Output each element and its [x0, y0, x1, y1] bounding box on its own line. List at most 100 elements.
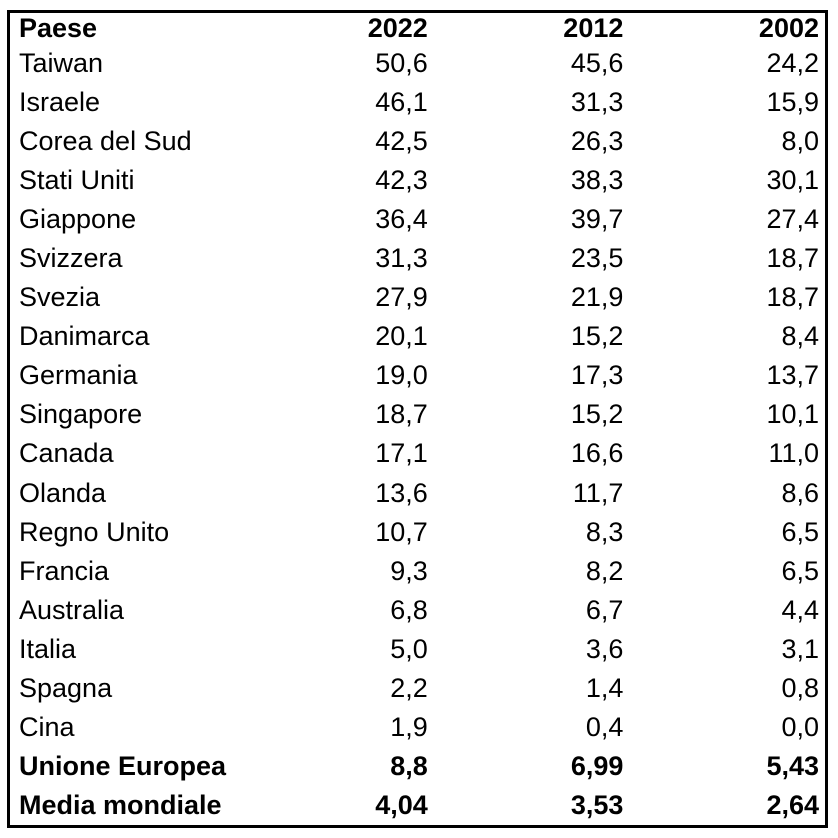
table-row: Svezia 27,9 21,9 18,7 [10, 278, 825, 317]
country-cell: Taiwan [19, 48, 104, 79]
value-2012-cell: 8,2 [585, 555, 624, 586]
table-row: Regno Unito 10,7 8,3 6,5 [10, 513, 825, 552]
value-2002-cell: 6,5 [781, 516, 819, 547]
table-row: Giappone 36,4 39,7 27,4 [10, 200, 825, 239]
table-row: Danimarca 20,1 15,2 8,4 [10, 317, 825, 356]
table-row: Unione Europea 8,8 6,99 5,43 [10, 747, 825, 786]
value-2002-cell: 10,1 [766, 399, 819, 430]
value-2022-cell: 13,6 [375, 477, 428, 508]
col-header-2022: 2022 [367, 13, 428, 43]
country-cell: Australia [19, 594, 125, 625]
value-2012-cell: 8,3 [585, 516, 624, 547]
table-body: Taiwan 50,6 45,6 24,2 Israele 46,1 31,3 15,9 Cor… [10, 44, 825, 825]
country-cell: Svezia [19, 282, 101, 313]
value-2022-cell: 20,1 [375, 321, 428, 352]
table-row: Canada 17,1 16,6 11,0 [10, 434, 825, 473]
country-cell: Svizzera [19, 243, 123, 274]
value-2012-cell: 31,3 [570, 87, 624, 118]
country-cell: Singapore [19, 399, 143, 430]
value-2012-cell: 26,3 [570, 126, 624, 157]
value-2002-cell: 27,4 [766, 204, 819, 235]
table-row: Italia 5,0 3,6 3,1 [10, 630, 825, 669]
country-cell: Corea del Sud [19, 126, 192, 157]
value-2022-cell: 2,2 [390, 672, 428, 703]
value-2002-cell: 0,0 [781, 711, 819, 742]
value-2022-cell: 5,0 [390, 633, 428, 664]
value-2012-cell: 11,7 [572, 477, 624, 508]
value-2002-cell: 13,7 [766, 360, 819, 391]
table-row: Francia 9,3 8,2 6,5 [10, 552, 825, 591]
col-header-2002: 2002 [758, 13, 819, 43]
table-row: Spagna 2,2 1,4 0,8 [10, 669, 825, 708]
value-2012-cell: 1,4 [585, 672, 624, 703]
table-row: Singapore 18,7 15,2 10,1 [10, 395, 825, 434]
value-2002-cell: 3,1 [781, 633, 819, 664]
country-cell: Stati Uniti [19, 165, 135, 196]
table-row: Svizzera 31,3 23,5 18,7 [10, 239, 825, 278]
table-row: Taiwan 50,6 45,6 24,2 [10, 44, 825, 83]
value-2012-cell: 15,2 [570, 399, 624, 430]
value-2012-cell: 16,6 [570, 438, 624, 469]
value-2012-cell: 38,3 [570, 165, 624, 196]
value-2002-cell: 8,6 [781, 477, 819, 508]
data-table: Paese 2022 2012 2002 Taiwan 50,6 45,6 24,2 I… [10, 13, 825, 825]
value-2012-cell: 39,7 [570, 204, 624, 235]
value-2022-cell: 27,9 [375, 282, 428, 313]
value-2002-cell: 2,64 [766, 789, 819, 820]
value-2002-cell: 15,9 [766, 87, 819, 118]
table-row: Stati Uniti 42,3 38,3 30,1 [10, 161, 825, 200]
value-2022-cell: 19,0 [375, 360, 428, 391]
value-2012-cell: 15,2 [570, 321, 624, 352]
country-cell: Olanda [19, 477, 107, 508]
value-2022-cell: 4,04 [375, 789, 428, 820]
value-2022-cell: 9,3 [390, 555, 428, 586]
table-row: Cina 1,9 0,4 0,0 [10, 708, 825, 747]
table-row: Corea del Sud 42,5 26,3 8,0 [10, 122, 825, 161]
value-2012-cell: 6,99 [570, 750, 624, 781]
country-cell: Germania [19, 360, 138, 391]
value-2022-cell: 10,7 [375, 516, 428, 547]
country-cell: Giappone [19, 204, 137, 235]
value-2022-cell: 17,1 [375, 438, 428, 469]
value-2002-cell: 4,4 [781, 594, 819, 625]
value-2012-cell: 23,5 [570, 243, 624, 274]
value-2022-cell: 50,6 [375, 48, 428, 79]
value-2002-cell: 8,4 [781, 321, 819, 352]
country-cell: Regno Unito [19, 516, 170, 547]
value-2002-cell: 6,5 [781, 555, 819, 586]
value-2012-cell: 3,53 [570, 789, 624, 820]
header-row: Paese 2022 2012 2002 [10, 13, 825, 44]
value-2012-cell: 3,6 [585, 633, 624, 664]
value-2002-cell: 0,8 [781, 672, 819, 703]
value-2002-cell: 18,7 [766, 243, 819, 274]
value-2012-cell: 21,9 [570, 282, 624, 313]
country-cell: Canada [19, 438, 114, 469]
value-2022-cell: 36,4 [375, 204, 428, 235]
table-frame: Paese 2022 2012 2002 Taiwan 50,6 45,6 24,2 I… [7, 10, 828, 828]
table-row: Australia 6,8 6,7 4,4 [10, 591, 825, 630]
value-2022-cell: 46,1 [375, 87, 428, 118]
value-2002-cell: 18,7 [766, 282, 819, 313]
col-header-2012: 2012 [563, 13, 624, 43]
country-cell: Cina [19, 711, 75, 742]
country-cell: Unione Europea [19, 750, 227, 781]
country-cell: Francia [19, 555, 110, 586]
value-2002-cell: 11,0 [768, 438, 819, 469]
value-2012-cell: 45,6 [570, 48, 624, 79]
value-2022-cell: 6,8 [390, 594, 428, 625]
value-2012-cell: 6,7 [585, 594, 624, 625]
country-cell: Israele [19, 87, 101, 118]
value-2012-cell: 0,4 [585, 711, 624, 742]
country-cell: Spagna [19, 672, 113, 703]
value-2022-cell: 8,8 [390, 750, 428, 781]
value-2022-cell: 1,9 [390, 711, 428, 742]
country-cell: Media mondiale [19, 789, 222, 820]
value-2022-cell: 42,3 [375, 165, 428, 196]
table-row: Olanda 13,6 11,7 8,6 [10, 474, 825, 513]
value-2022-cell: 42,5 [375, 126, 428, 157]
value-2022-cell: 31,3 [375, 243, 428, 274]
value-2002-cell: 5,43 [766, 750, 819, 781]
table-row: Israele 46,1 31,3 15,9 [10, 83, 825, 122]
value-2002-cell: 8,0 [781, 126, 819, 157]
country-cell: Danimarca [19, 321, 150, 352]
